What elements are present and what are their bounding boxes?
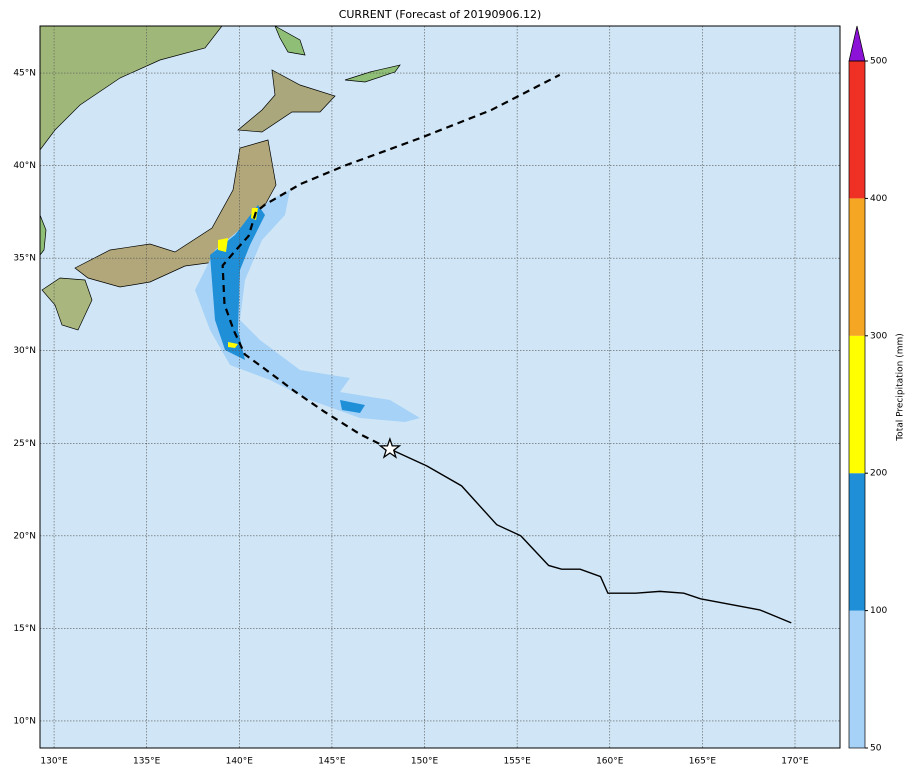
colorbar-frame [848,60,866,749]
x-tick-label: 150°E [411,757,439,767]
colorbar-tick-label: 400 [870,194,887,204]
y-tick-label: 10°N [13,716,36,726]
colorbar-segment [849,61,865,199]
precipitation [195,190,420,422]
map-frame [39,25,841,749]
x-tick-label: 140°E [226,757,254,767]
colorbar-tick-label: 200 [870,469,887,479]
forecast-track [221,73,561,451]
map-title: CURRENT (Forecast of 20190906.12) [339,8,542,21]
colorbar-segment [849,473,865,611]
x-tick-label: 130°E [40,757,68,767]
colorbar-segment [849,610,865,748]
y-tick-label: 40°N [13,161,36,171]
y-tick-label: 30°N [13,346,36,356]
colorbar-tick-label: 300 [870,331,887,341]
x-tick-label: 145°E [318,757,346,767]
x-tick-label: 155°E [503,757,531,767]
y-tick-label: 35°N [13,254,36,264]
y-tick-label: 25°N [13,439,36,449]
current-position [378,437,402,459]
colorbar-extend [848,25,866,62]
y-tick-label: 45°N [13,69,36,79]
colorbar-tick-label: 100 [870,606,887,616]
observed-track [389,448,792,624]
x-tick-label: 135°E [133,757,161,767]
colorbar-label: Total Precipitation (mm) [896,333,906,442]
y-tick-label: 15°N [13,624,36,634]
x-tick-label: 160°E [596,757,624,767]
colorbar-tick-label: 50 [870,744,882,754]
colorbar-segment [849,198,865,336]
ocean [40,26,840,748]
colorbar-tick-label: 500 [870,57,887,67]
colorbar-segment [849,335,865,474]
x-tick-label: 165°E [689,757,717,767]
x-tick-label: 170°E [781,757,809,767]
y-tick-label: 20°N [13,531,36,541]
